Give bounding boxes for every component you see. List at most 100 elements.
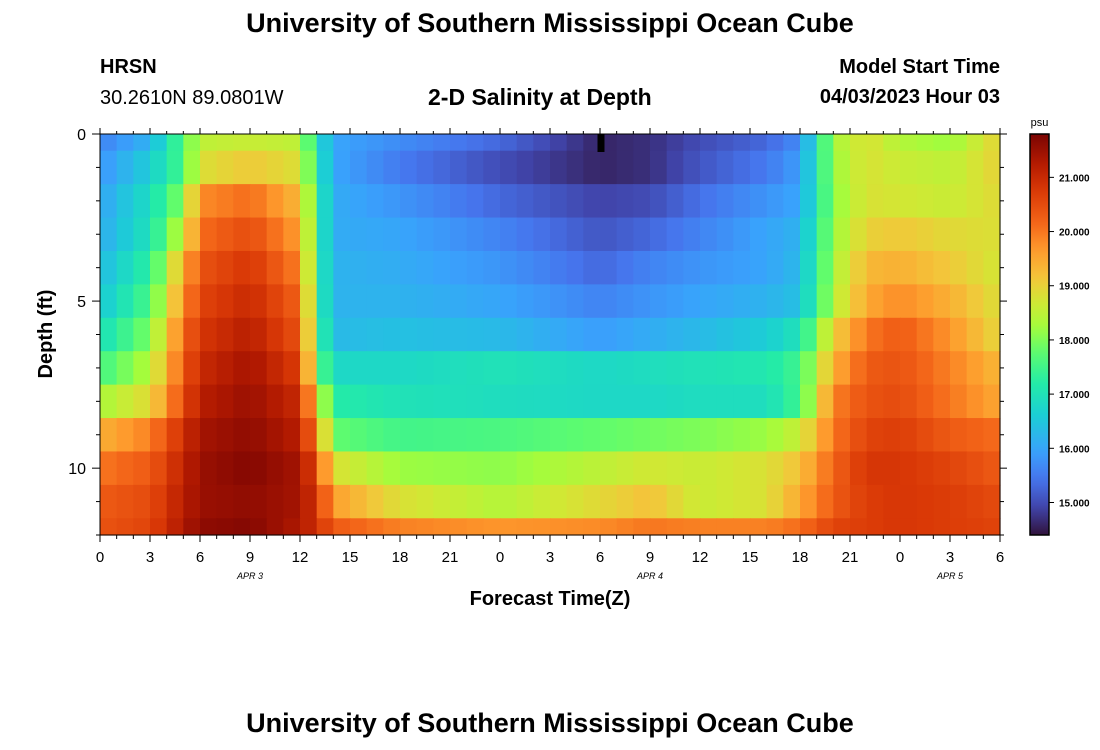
heatmap-cell bbox=[100, 217, 118, 252]
heatmap-cell bbox=[333, 217, 351, 252]
heatmap-cell bbox=[200, 484, 218, 519]
heatmap-cell bbox=[916, 484, 934, 519]
heatmap-cell bbox=[983, 150, 1001, 185]
heatmap-cell bbox=[583, 150, 601, 185]
heatmap-cell bbox=[800, 317, 818, 352]
heatmap-cell bbox=[233, 184, 251, 219]
heatmap-cell bbox=[200, 217, 218, 252]
heatmap-cell bbox=[383, 317, 401, 352]
heatmap-cell bbox=[850, 384, 868, 419]
heatmap-cell bbox=[483, 150, 501, 185]
heatmap-cell bbox=[750, 284, 768, 319]
heatmap-cell bbox=[600, 518, 618, 536]
heatmap-cell bbox=[716, 384, 734, 419]
heatmap-cell bbox=[366, 184, 384, 219]
heatmap-cell bbox=[616, 317, 634, 352]
heatmap-cell bbox=[316, 134, 334, 152]
heatmap-cell bbox=[800, 134, 818, 152]
heatmap-cell bbox=[866, 184, 884, 219]
heatmap-cell bbox=[916, 451, 934, 486]
heatmap-cell bbox=[933, 217, 951, 252]
chart-subtitle: 2-D Salinity at Depth bbox=[428, 84, 652, 110]
heatmap-cell bbox=[666, 217, 684, 252]
heatmap-cell bbox=[950, 384, 968, 419]
heatmap-cell bbox=[300, 284, 318, 319]
heatmap-cell bbox=[583, 134, 601, 152]
heatmap-cell bbox=[433, 451, 451, 486]
heatmap-cell bbox=[383, 418, 401, 453]
heatmap-cell bbox=[400, 250, 418, 285]
heatmap-cell bbox=[266, 150, 284, 185]
heatmap-cell bbox=[866, 284, 884, 319]
heatmap-cell bbox=[350, 484, 368, 519]
heatmap-cell bbox=[766, 284, 784, 319]
heatmap-cell bbox=[150, 484, 168, 519]
heatmap-cell bbox=[633, 150, 651, 185]
heatmap-cell bbox=[100, 184, 118, 219]
heatmap-cell bbox=[450, 284, 468, 319]
heatmap-cell bbox=[766, 150, 784, 185]
heatmap-cell bbox=[516, 184, 534, 219]
heatmap-cell bbox=[100, 150, 118, 185]
heatmap-cell bbox=[566, 217, 584, 252]
heatmap-cell bbox=[266, 384, 284, 419]
heatmap-cell bbox=[433, 134, 451, 152]
heatmap-cell bbox=[383, 351, 401, 386]
heatmap-cell bbox=[716, 150, 734, 185]
heatmap-cell bbox=[166, 484, 184, 519]
x-tick-label: 18 bbox=[392, 549, 409, 566]
heatmap-cell bbox=[783, 484, 801, 519]
heatmap-cell bbox=[883, 384, 901, 419]
heatmap-cell bbox=[950, 351, 968, 386]
heatmap-cell bbox=[900, 484, 918, 519]
heatmap-cell bbox=[683, 484, 701, 519]
heatmap-cell bbox=[233, 351, 251, 386]
heatmap-cell bbox=[233, 418, 251, 453]
heatmap-cell bbox=[633, 134, 651, 152]
heatmap-cell bbox=[216, 317, 234, 352]
heatmap-cell bbox=[233, 217, 251, 252]
heatmap-cell bbox=[333, 484, 351, 519]
heatmap-cell bbox=[533, 184, 551, 219]
heatmap-cell bbox=[700, 351, 718, 386]
heatmap-cell bbox=[316, 384, 334, 419]
heatmap-cell bbox=[783, 518, 801, 536]
heatmap-cell bbox=[733, 384, 751, 419]
heatmap-cell bbox=[716, 217, 734, 252]
heatmap-cell bbox=[850, 317, 868, 352]
heatmap-cell bbox=[666, 184, 684, 219]
heatmap-cell bbox=[383, 284, 401, 319]
heatmap-cell bbox=[216, 134, 234, 152]
heatmap-cell bbox=[183, 150, 201, 185]
heatmap-cell bbox=[900, 418, 918, 453]
heatmap-cell bbox=[266, 250, 284, 285]
heatmap-cell bbox=[366, 484, 384, 519]
heatmap-cell bbox=[450, 451, 468, 486]
heatmap-cell bbox=[600, 484, 618, 519]
heatmap-cell bbox=[116, 284, 134, 319]
colorbar-tick-label: 18.000 bbox=[1059, 336, 1090, 347]
heatmap-cell bbox=[183, 518, 201, 536]
heatmap-cell bbox=[133, 384, 151, 419]
heatmap-cell bbox=[100, 451, 118, 486]
heatmap-cell bbox=[616, 134, 634, 152]
heatmap-cell bbox=[733, 184, 751, 219]
heatmap-cell bbox=[800, 351, 818, 386]
x-tick-label: 12 bbox=[692, 549, 709, 566]
heatmap-cell bbox=[300, 451, 318, 486]
heatmap-cell bbox=[316, 150, 334, 185]
heatmap-cell bbox=[883, 317, 901, 352]
heatmap-cell bbox=[916, 384, 934, 419]
heatmap-cell bbox=[850, 217, 868, 252]
heatmap-cell bbox=[333, 351, 351, 386]
heatmap-cell bbox=[666, 351, 684, 386]
heatmap-cell bbox=[866, 518, 884, 536]
heatmap-cell bbox=[400, 418, 418, 453]
heatmap-cell bbox=[566, 184, 584, 219]
heatmap-cell bbox=[300, 351, 318, 386]
heatmap-cell bbox=[100, 250, 118, 285]
heatmap-cell bbox=[633, 384, 651, 419]
heatmap-cell bbox=[900, 184, 918, 219]
heatmap-cell bbox=[116, 484, 134, 519]
